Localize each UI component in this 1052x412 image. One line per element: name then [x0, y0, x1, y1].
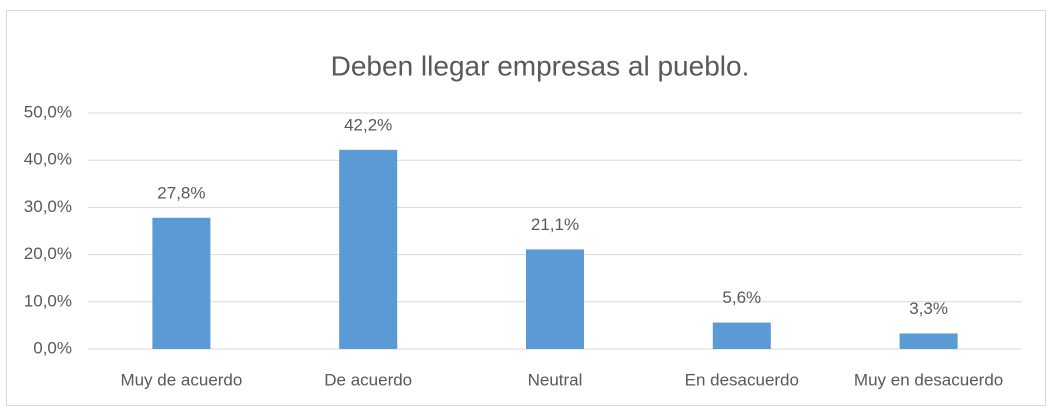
bar [339, 149, 398, 349]
chart-title: Deben llegar empresas al pueblo. [331, 50, 750, 81]
bar [899, 333, 958, 349]
bar [712, 322, 771, 349]
data-label: 42,2% [344, 115, 392, 134]
x-tick-label: De acuerdo [324, 370, 412, 389]
bar [526, 249, 584, 349]
data-label: 5,6% [722, 288, 761, 307]
data-label: 3,3% [909, 299, 948, 318]
x-tick-label: Neutral [528, 370, 583, 389]
y-tick-label: 50,0% [24, 102, 72, 121]
y-tick-label: 10,0% [24, 291, 72, 310]
y-tick-label: 0,0% [33, 338, 72, 357]
y-tick-label: 20,0% [24, 244, 72, 263]
data-label: 21,1% [531, 215, 579, 234]
y-tick-label: 40,0% [24, 150, 72, 169]
data-label: 27,8% [157, 183, 205, 202]
bar [152, 217, 211, 349]
x-tick-label: Muy en desacuerdo [854, 370, 1003, 389]
x-tick-label: Muy de acuerdo [120, 370, 242, 389]
x-tick-label: En desacuerdo [685, 370, 799, 389]
y-tick-label: 30,0% [24, 197, 72, 216]
